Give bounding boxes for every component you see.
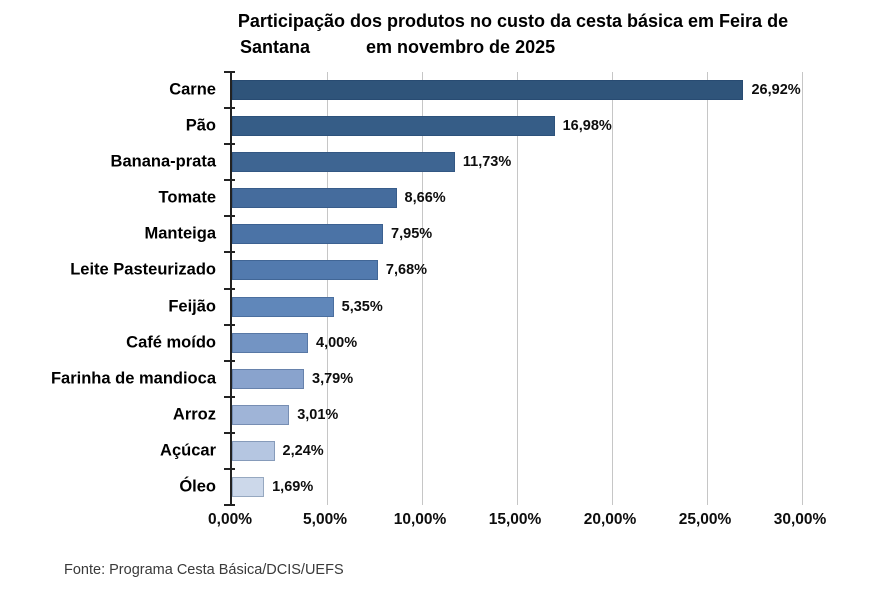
axis-tick bbox=[224, 215, 235, 218]
bar-value-label: 3,79% bbox=[312, 370, 354, 387]
category-label: Pão bbox=[185, 116, 216, 135]
axis-tick bbox=[224, 395, 235, 398]
x-tick-label: 25,00% bbox=[678, 511, 732, 528]
bar bbox=[232, 332, 308, 353]
category-label: Leite Pasteurizado bbox=[70, 260, 216, 279]
chart-title: Participação dos produtos no custo da ce… bbox=[160, 8, 866, 60]
axis-tick bbox=[224, 323, 235, 326]
bar bbox=[232, 476, 265, 497]
bar bbox=[232, 152, 455, 173]
axis-tick bbox=[224, 431, 235, 434]
bar-row: 3,01% bbox=[232, 397, 802, 433]
bar bbox=[232, 296, 334, 317]
category-label: Açúcar bbox=[160, 441, 216, 460]
bar-row: 16,98% bbox=[232, 108, 802, 144]
category-label: Farinha de mandioca bbox=[50, 369, 216, 388]
x-tick-label: 30,00% bbox=[773, 511, 827, 528]
category-label: Banana-prata bbox=[110, 152, 216, 171]
bar-row: 8,66% bbox=[232, 180, 802, 216]
axis-tick bbox=[224, 179, 235, 182]
axis-tick bbox=[224, 71, 235, 73]
axis-tick bbox=[224, 143, 235, 146]
axis-tick bbox=[224, 287, 235, 290]
bar-value-label: 3,01% bbox=[297, 406, 339, 423]
bar-value-label: 7,68% bbox=[385, 262, 428, 279]
bar-row: 2,24% bbox=[232, 433, 802, 469]
category-label: Tomate bbox=[158, 188, 216, 207]
bar-row: 5,35% bbox=[232, 289, 802, 325]
bar-row: 1,69% bbox=[232, 469, 802, 505]
axis-tick bbox=[224, 467, 235, 470]
gridline bbox=[612, 72, 613, 505]
gridline bbox=[707, 72, 708, 505]
bar bbox=[232, 188, 397, 209]
bar bbox=[232, 116, 555, 137]
value-axis-labels: 0,00% 5,00% 10,00% 15,00% 20,00% 25,00% 30,00% bbox=[0, 511, 880, 537]
x-tick-label: 5,00% bbox=[303, 511, 347, 528]
bar-row: 11,73% bbox=[232, 144, 802, 180]
gridline bbox=[327, 72, 328, 505]
bar bbox=[232, 404, 290, 425]
bar bbox=[232, 224, 384, 245]
category-label: Óleo bbox=[179, 477, 216, 496]
bar-value-label: 26,92% bbox=[751, 82, 801, 99]
bar-row: 26,92% bbox=[232, 72, 802, 108]
bar-value-label: 11,73% bbox=[462, 154, 512, 171]
category-label: Café moído bbox=[126, 333, 216, 352]
bar bbox=[232, 368, 304, 389]
chart-title-line1: Participação dos produtos no custo da ce… bbox=[237, 11, 789, 31]
bar bbox=[232, 260, 378, 281]
chart-title-line2b: em novembro de 2025 bbox=[366, 37, 556, 57]
bar-value-label: 16,98% bbox=[562, 118, 612, 135]
bar-value-label: 4,00% bbox=[316, 334, 358, 351]
bar-value-label: 7,95% bbox=[391, 226, 433, 243]
bar-value-label: 8,66% bbox=[404, 190, 446, 207]
bar-row: 7,68% bbox=[232, 252, 802, 288]
bar-value-label: 2,24% bbox=[282, 442, 324, 459]
chart-title-line2a: Santana bbox=[240, 37, 311, 57]
category-label: Feijão bbox=[168, 297, 216, 316]
bar-row: 4,00% bbox=[232, 325, 802, 361]
axis-tick bbox=[224, 107, 235, 110]
bar-value-label: 1,69% bbox=[272, 478, 314, 495]
x-tick-label: 0,00% bbox=[208, 511, 252, 528]
x-tick-label: 10,00% bbox=[393, 511, 447, 528]
source-note: Fonte: Programa Cesta Básica/DCIS/UEFS bbox=[64, 562, 344, 578]
axis-tick bbox=[224, 504, 235, 506]
axis-tick bbox=[224, 359, 235, 362]
bar-row: 3,79% bbox=[232, 361, 802, 397]
axis-tick bbox=[224, 251, 235, 254]
category-axis-labels: Carne Pão Banana-prata Tomate Manteiga Leite … bbox=[0, 72, 216, 505]
x-tick-label: 15,00% bbox=[488, 511, 542, 528]
bar-row: 7,95% bbox=[232, 216, 802, 252]
x-tick-label: 20,00% bbox=[583, 511, 637, 528]
bar-value-label: 5,35% bbox=[341, 298, 383, 315]
plot-area: 26,92% 16,98% 11,73% 8,66% 7,95% 7,68% 5,35% 4,… bbox=[224, 71, 803, 506]
category-label: Manteiga bbox=[144, 224, 216, 243]
gridline bbox=[802, 72, 803, 505]
category-label: Arroz bbox=[172, 405, 216, 424]
gridline bbox=[517, 72, 518, 505]
gridline bbox=[422, 72, 423, 505]
bar bbox=[232, 440, 275, 461]
category-label: Carne bbox=[169, 80, 216, 99]
chart-title-line2: Santana em novembro de 2025 bbox=[160, 34, 866, 60]
bar bbox=[232, 80, 744, 101]
